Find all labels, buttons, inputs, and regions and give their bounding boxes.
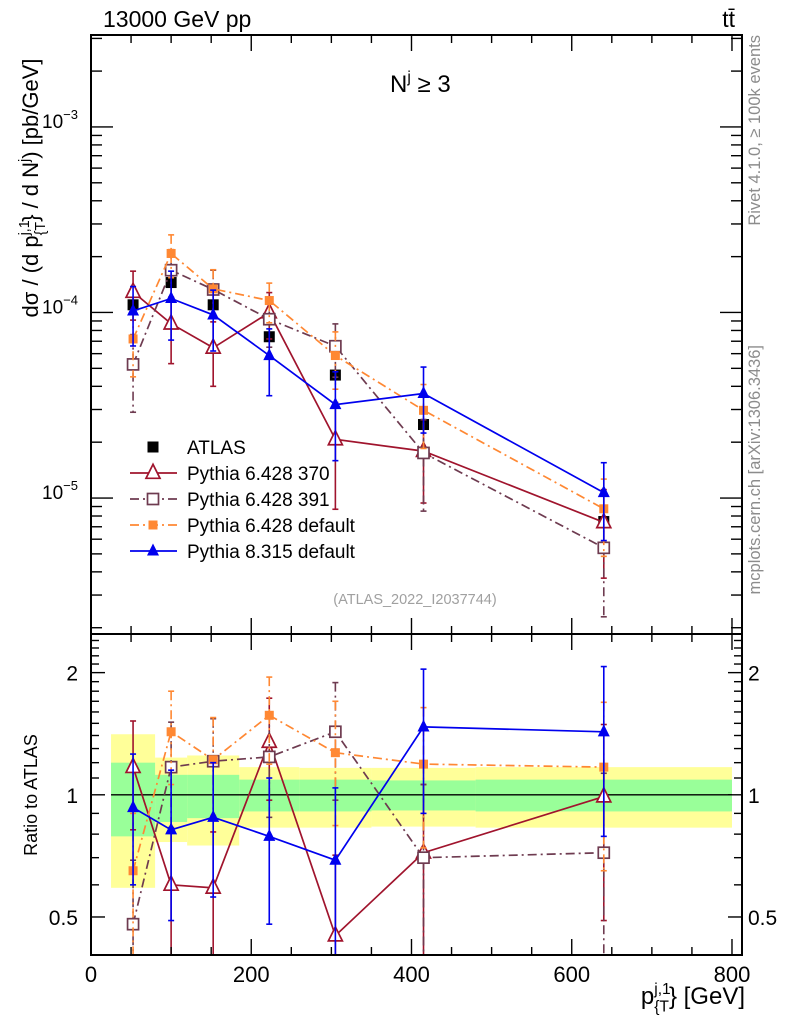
x-tick-label: 800 xyxy=(714,962,751,987)
legend: ATLAS Pythia 6.428 370 Pythia 6.428 391 Pyt… xyxy=(130,438,356,563)
data-point-pythia-8-315-default xyxy=(597,485,610,498)
y-tick-label-base: 10 xyxy=(42,483,63,504)
ratio-tick-label-left: 0.5 xyxy=(49,907,78,930)
ratio-tick-label-left: 2 xyxy=(66,663,78,686)
series-pythia-8-315-default-ratio xyxy=(127,665,610,955)
data-point-pythia-6-428-default xyxy=(330,351,340,361)
data-point-pythia-8-315-default-ratio xyxy=(207,809,220,822)
y-tick-label: 10−4 xyxy=(42,292,78,318)
x-axis-label: pj,1 {T} [GeV] xyxy=(641,981,745,1016)
legend-marker xyxy=(147,543,159,556)
y-label-text: dσ / (d p xyxy=(18,235,43,317)
x-label-sup: j,1 xyxy=(653,981,670,998)
legend-label: ATLAS xyxy=(187,438,246,459)
data-point-pythia-8-315-default-ratio xyxy=(597,724,610,737)
y-tick-label: 10−5 xyxy=(42,478,78,504)
data-point-pythia-6-428-default xyxy=(166,248,176,258)
legend-label: Pythia 6.428 391 xyxy=(187,490,330,511)
ratio-panel-series xyxy=(124,665,613,955)
main-panel-series xyxy=(124,234,613,618)
selection-label-sup: j xyxy=(406,69,410,86)
legend-entry: Pythia 6.428 370 xyxy=(130,462,330,485)
series-line-pythia-6-428-370 xyxy=(132,291,605,524)
axis-ticks xyxy=(90,35,742,955)
legend-marker xyxy=(144,462,162,480)
data-point-pythia-6-428-default-ratio xyxy=(264,710,274,720)
legend-entry: Pythia 6.428 391 xyxy=(130,490,330,511)
data-point-pythia-6-428-default xyxy=(208,284,218,294)
y-label-sup: j xyxy=(17,159,33,163)
data-point-pythia-8-315-default xyxy=(263,348,276,361)
selection-label-text: N xyxy=(390,71,407,98)
data-point-pythia-8-315-default xyxy=(417,386,430,399)
ratio-tick-label-right: 0.5 xyxy=(748,907,777,930)
x-tick-label: 0 xyxy=(85,962,97,987)
source-label: mcplots.cern.ch [arXiv:1306.3436] xyxy=(746,345,764,594)
ratio-uncertainty-bands xyxy=(111,734,732,888)
legend-label: Pythia 6.428 default xyxy=(187,516,356,537)
x-label-sub: {T xyxy=(654,999,669,1016)
y-label-text: ) [pb/GeV] xyxy=(18,59,43,159)
data-point-pythia-6-428-default-ratio xyxy=(330,748,340,758)
ratio-y-axis-label: Ratio to ATLAS xyxy=(21,734,41,856)
legend-marker xyxy=(146,492,160,506)
data-point-pythia-6-428-default-ratio xyxy=(208,755,218,765)
data-point-pythia-6-428-default xyxy=(264,296,274,306)
y-tick-label-exponent: −3 xyxy=(63,107,78,122)
legend-entry: ATLAS xyxy=(147,438,246,459)
data-point-pythia-8-315-default xyxy=(165,291,178,304)
y-tick-label: 10−3 xyxy=(42,107,78,133)
ratio-tick-label-left: 1 xyxy=(66,785,78,808)
legend-marker xyxy=(148,520,158,530)
data-point-pythia-8-315-default-ratio xyxy=(127,800,140,813)
y-axis-label: dσ / (d pj,1{T} / d Nj) [pb/GeV] xyxy=(17,59,49,318)
selection-label: Nj ≥ 3 xyxy=(390,69,451,98)
legend-entry: Pythia 6.428 default xyxy=(130,516,356,537)
data-point-pythia-8-315-default-ratio xyxy=(263,828,276,841)
data-point-pythia-6-428-391-ratio xyxy=(417,851,430,865)
x-tick-label: 400 xyxy=(393,962,430,987)
legend-entry: Pythia 8.315 default xyxy=(130,542,356,563)
y-tick-label-exponent: −5 xyxy=(63,478,78,493)
data-point-pythia-8-315-default-ratio xyxy=(165,822,178,835)
y-label-sup: j,1 xyxy=(17,220,33,236)
ratio-tick-label-right: 2 xyxy=(748,663,760,686)
y-tick-label-exponent: −4 xyxy=(63,292,78,307)
process-label: tt̄ xyxy=(722,6,735,32)
x-tick-label: 600 xyxy=(553,962,590,987)
data-point-pythia-6-428-default-ratio xyxy=(166,727,176,737)
selection-label-text: ≥ 3 xyxy=(411,71,451,98)
ratio-panel-frame xyxy=(90,633,743,956)
y-tick-label-base: 10 xyxy=(42,112,63,133)
x-label-text: } [GeV] xyxy=(669,983,745,1010)
data-point-pythia-8-315-default xyxy=(207,307,220,320)
y-label-text: } / d N xyxy=(18,162,43,222)
legend-label: Pythia 8.315 default xyxy=(187,542,356,563)
series-pythia-8-315-default xyxy=(127,270,610,542)
data-point-pythia-6-428-391 xyxy=(262,312,276,326)
data-point-pythia-8-315-default-ratio xyxy=(417,719,430,732)
x-label-text: p xyxy=(641,983,654,1010)
ratio-tick-label-right: 1 xyxy=(748,785,760,808)
y-tick-label-base: 10 xyxy=(42,297,63,318)
x-tick-label: 200 xyxy=(233,962,270,987)
legend-label: Pythia 6.428 370 xyxy=(187,464,330,485)
legend-marker xyxy=(147,441,159,453)
generator-info-label: Rivet 4.1.0, ≥ 100k events xyxy=(746,35,764,226)
analysis-id-label: (ATLAS_2022_I2037744) xyxy=(333,592,496,608)
data-point-pythia-8-315-default-ratio xyxy=(329,852,342,865)
series-pythia-6-428-370-ratio xyxy=(124,697,613,955)
data-point-pythia-8-315-default xyxy=(127,303,140,316)
data-point-pythia-8-315-default xyxy=(329,397,342,410)
y-label-sub: {T xyxy=(33,222,49,236)
series-pythia-6-428-391-ratio xyxy=(126,681,611,955)
plot-title: 13000 GeV pp xyxy=(103,6,251,32)
